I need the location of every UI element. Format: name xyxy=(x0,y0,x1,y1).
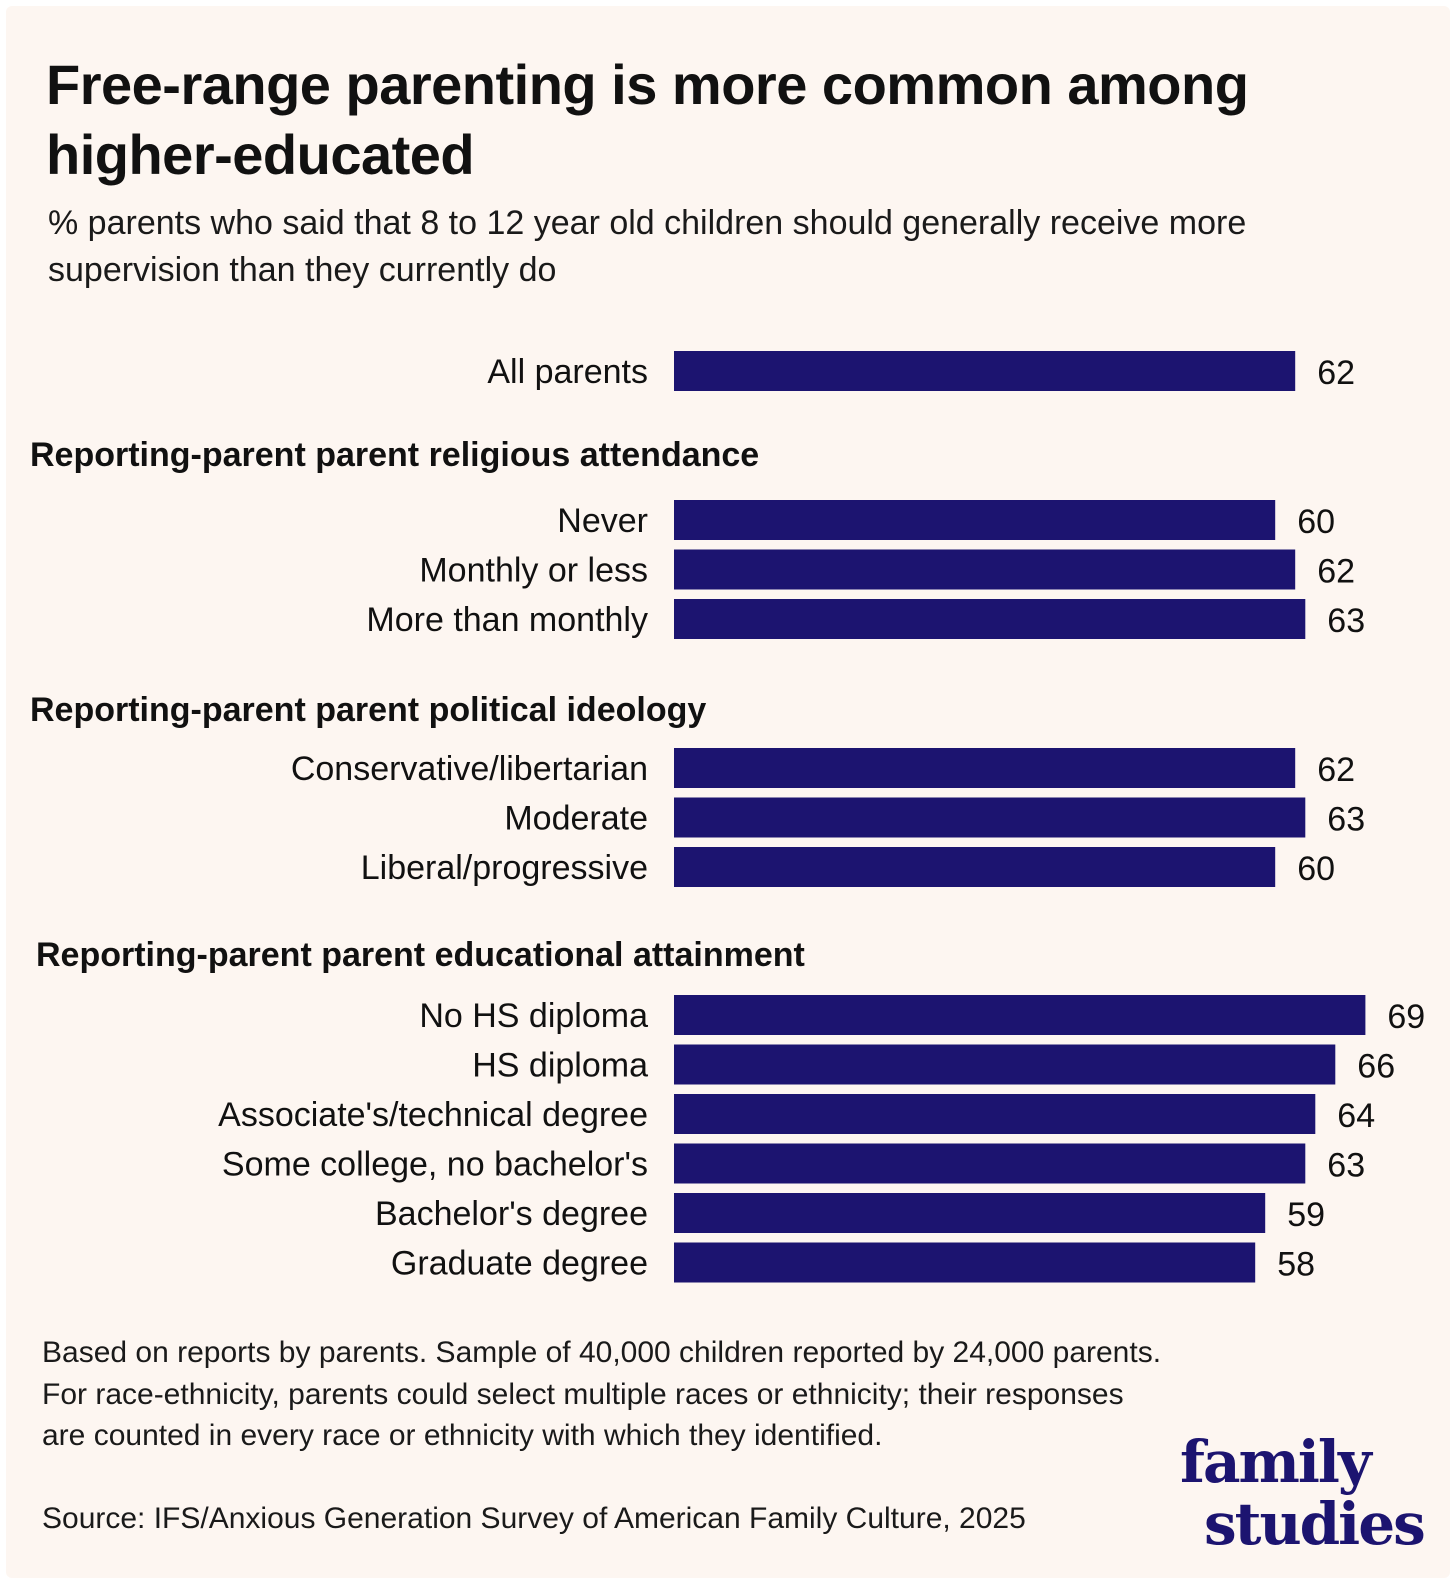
value-label: 60 xyxy=(1297,503,1335,541)
category-label: Monthly or less xyxy=(419,552,648,590)
footnote: Based on reports by parents. Sample of 4… xyxy=(42,1336,1162,1452)
category-label: More than monthly xyxy=(366,601,648,639)
bar xyxy=(674,1193,1266,1233)
value-label: 63 xyxy=(1327,602,1365,640)
bar xyxy=(674,549,1296,590)
logo-line-2: studies xyxy=(1204,1490,1424,1556)
bar xyxy=(674,599,1306,639)
category-label: Liberal/progressive xyxy=(361,849,648,887)
logo-line-1: family xyxy=(1180,1428,1374,1496)
chart-card xyxy=(6,6,1450,1578)
value-label: 69 xyxy=(1387,998,1425,1036)
value-label: 66 xyxy=(1357,1048,1395,1086)
value-label: 62 xyxy=(1317,354,1355,392)
category-label: All parents xyxy=(487,353,648,391)
family-studies-logo: family studies xyxy=(1180,1428,1426,1556)
group-heading: Reporting-parent parent political ideolo… xyxy=(30,691,706,729)
bar xyxy=(674,1094,1316,1134)
value-label: 62 xyxy=(1317,553,1355,591)
bar xyxy=(674,995,1366,1035)
bar xyxy=(674,748,1296,788)
group-heading: Reporting-parent parent educational atta… xyxy=(36,936,805,974)
category-label: Graduate degree xyxy=(391,1245,648,1283)
bar xyxy=(674,351,1296,391)
bar xyxy=(674,1242,1256,1283)
category-label: Bachelor's degree xyxy=(375,1195,648,1233)
value-label: 63 xyxy=(1327,801,1365,839)
value-label: 60 xyxy=(1297,850,1335,888)
group-heading: Reporting-parent parent religious attend… xyxy=(30,436,759,474)
value-label: 62 xyxy=(1317,751,1355,789)
category-label: No HS diploma xyxy=(419,997,648,1035)
bar xyxy=(674,1044,1336,1085)
chart-title: Free-range parenting is more common amon… xyxy=(46,53,1249,186)
bar xyxy=(674,500,1276,540)
category-label: Some college, no bachelor's xyxy=(222,1146,648,1184)
bar xyxy=(674,797,1306,838)
category-label: Associate's/technical degree xyxy=(218,1096,648,1134)
value-label: 63 xyxy=(1327,1147,1365,1185)
value-label: 64 xyxy=(1337,1097,1375,1135)
value-label: 59 xyxy=(1287,1196,1325,1234)
value-label: 58 xyxy=(1277,1246,1315,1284)
category-label: Never xyxy=(557,502,648,540)
category-label: Conservative/libertarian xyxy=(291,750,648,788)
source-note: Source: IFS/Anxious Generation Survey of… xyxy=(42,1502,1026,1535)
chart-subtitle: % parents who said that 8 to 12 year old… xyxy=(48,204,1247,289)
bar xyxy=(674,847,1276,887)
bar xyxy=(674,1143,1306,1184)
category-label: Moderate xyxy=(504,800,648,838)
category-label: HS diploma xyxy=(472,1047,648,1085)
